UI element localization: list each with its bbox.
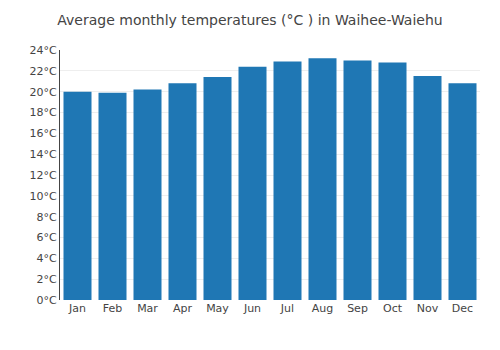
svg-text:0°C: 0°C [37, 294, 57, 307]
svg-text:Average monthly temperatures (: Average monthly temperatures (°C ) in Wa… [57, 12, 442, 28]
svg-text:12°C: 12°C [30, 169, 57, 182]
svg-text:May: May [206, 302, 229, 315]
svg-text:Jan: Jan [68, 302, 86, 315]
svg-text:Aug: Aug [312, 302, 333, 315]
svg-text:16°C: 16°C [30, 127, 57, 140]
svg-text:18°C: 18°C [30, 106, 57, 119]
svg-text:Dec: Dec [452, 302, 473, 315]
svg-text:24°C: 24°C [30, 44, 57, 57]
svg-text:10°C: 10°C [30, 190, 57, 203]
svg-text:Feb: Feb [103, 302, 122, 315]
svg-text:Jun: Jun [243, 302, 261, 315]
svg-text:4°C: 4°C [37, 252, 57, 265]
svg-text:Oct: Oct [383, 302, 403, 315]
svg-text:14°C: 14°C [30, 148, 57, 161]
svg-text:6°C: 6°C [37, 231, 57, 244]
svg-text:Apr: Apr [173, 302, 193, 315]
svg-text:Jul: Jul [280, 302, 294, 315]
svg-text:8°C: 8°C [37, 211, 57, 224]
svg-text:Nov: Nov [417, 302, 439, 315]
svg-text:Sep: Sep [347, 302, 368, 315]
svg-text:2°C: 2°C [37, 273, 57, 286]
svg-text:20°C: 20°C [30, 86, 57, 99]
svg-text:22°C: 22°C [30, 65, 57, 78]
svg-text:Mar: Mar [137, 302, 158, 315]
